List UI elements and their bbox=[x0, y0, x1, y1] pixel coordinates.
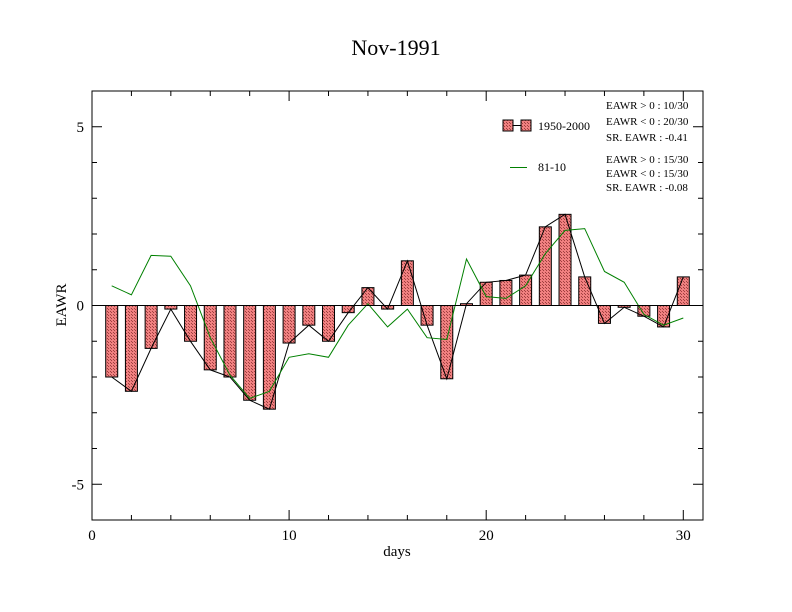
bar-1950-2000 bbox=[243, 305, 257, 401]
line-81-10 bbox=[111, 228, 684, 399]
bar-1950-2000 bbox=[676, 276, 690, 306]
bar-1950-2000 bbox=[499, 279, 513, 307]
y-axis-label: EAWR bbox=[54, 284, 70, 327]
legend-label-1950-2000: 1950-2000 bbox=[538, 119, 590, 133]
legend: 1950-2000 81-10 EAWR > 0 : 10/30 EAWR < … bbox=[502, 100, 689, 194]
x-tick-label: 0 bbox=[88, 528, 96, 544]
x-axis-label: days bbox=[383, 544, 411, 560]
bar-1950-2000 bbox=[538, 226, 552, 307]
bar-1950-2000 bbox=[420, 305, 434, 326]
bar-1950-2000 bbox=[361, 287, 375, 306]
legend-swatch-1950-2000-right bbox=[520, 119, 532, 132]
y-tick-label: 5 bbox=[77, 120, 85, 136]
stat-81-10-positive: EAWR > 0 : 15/30 bbox=[606, 154, 689, 166]
bar-1950-2000 bbox=[578, 276, 592, 306]
stat-1950-2000-positive: EAWR > 0 : 10/30 bbox=[606, 100, 689, 112]
bar-1950-2000 bbox=[144, 305, 158, 349]
stat-81-10-negative: EAWR < 0 : 15/30 bbox=[606, 168, 689, 180]
bar-1950-2000 bbox=[124, 305, 138, 392]
x-tick-label: 20 bbox=[479, 528, 494, 544]
line-1950-2000 bbox=[111, 213, 684, 410]
bar-1950-2000 bbox=[184, 305, 198, 342]
stat-1950-2000-negative: EAWR < 0 : 20/30 bbox=[606, 116, 689, 128]
legend-swatch-1950-2000-left bbox=[502, 119, 514, 132]
stat-1950-2000-sr: SR. EAWR : -0.41 bbox=[606, 132, 688, 144]
x-tick-label: 30 bbox=[676, 528, 691, 544]
x-tick-label: 10 bbox=[282, 528, 297, 544]
bar-1950-2000 bbox=[400, 260, 414, 306]
y-tick-label: -5 bbox=[72, 477, 85, 493]
bar-1950-2000 bbox=[105, 305, 119, 378]
y-tick-label: 0 bbox=[77, 299, 85, 315]
chart-title: Nov-1991 bbox=[351, 35, 440, 60]
bar-1950-2000 bbox=[479, 281, 493, 307]
stat-81-10-sr: SR. EAWR : -0.08 bbox=[606, 182, 688, 194]
legend-label-81-10: 81-10 bbox=[538, 160, 566, 174]
bar-1950-2000 bbox=[282, 305, 296, 344]
bar-1950-2000 bbox=[302, 305, 316, 326]
